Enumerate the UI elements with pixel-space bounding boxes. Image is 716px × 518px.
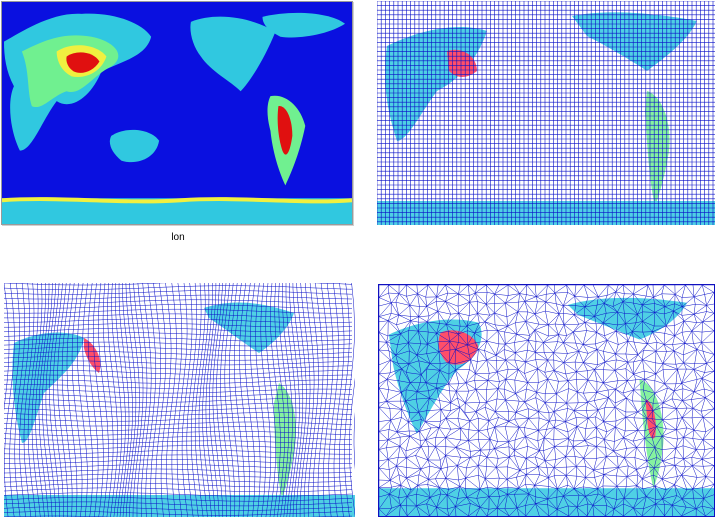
triangular-mesh <box>379 285 714 516</box>
curvilinear-mesh <box>4 283 355 517</box>
curvilinear-mesh-panel <box>4 283 355 517</box>
land-field-regions <box>2 12 352 224</box>
triangular-mesh-panel <box>378 284 715 517</box>
rectilinear-mesh <box>377 1 715 225</box>
axis-caption: lon <box>171 232 185 243</box>
field-map-panel <box>1 1 353 225</box>
rectilinear-mesh-panel <box>377 1 715 225</box>
mesh-lines <box>379 285 714 516</box>
field-map <box>2 2 352 224</box>
mesh-lines <box>377 1 715 225</box>
mesh-field-regions <box>379 297 714 516</box>
mesh-lines <box>4 283 355 517</box>
